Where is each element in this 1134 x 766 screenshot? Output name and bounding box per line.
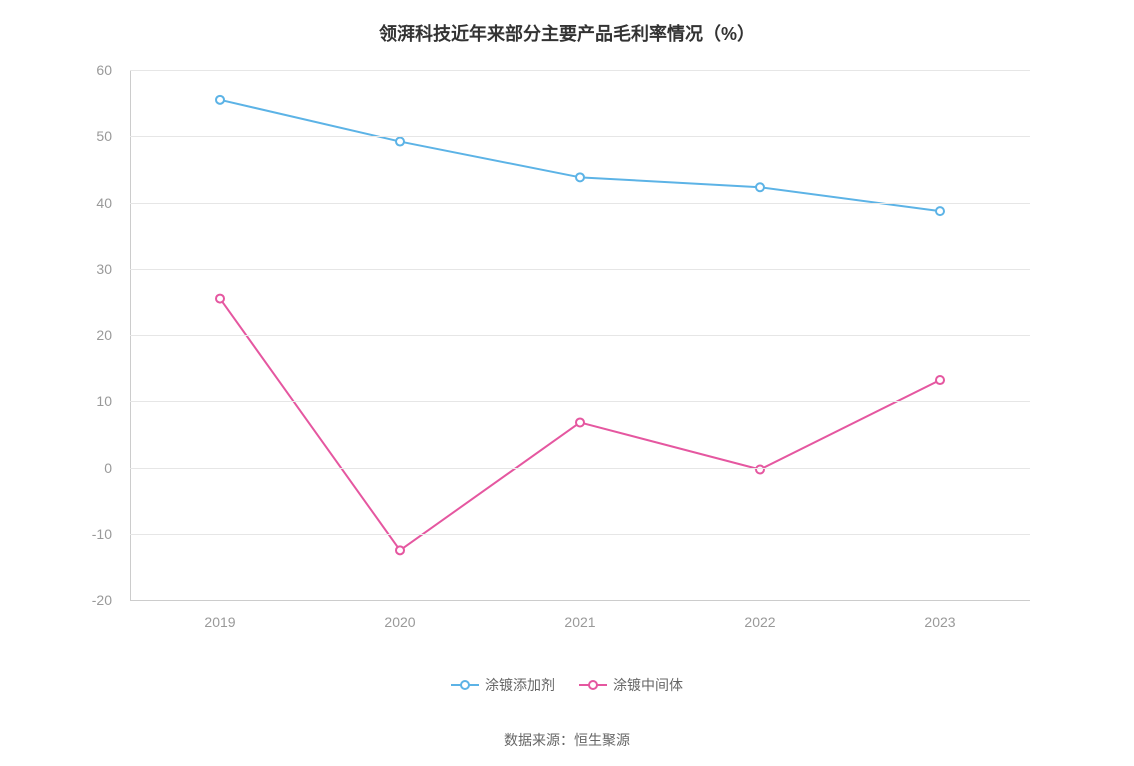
chart-title: 领湃科技近年来部分主要产品毛利率情况（%） [0,20,1134,46]
data-source: 数据来源：恒生聚源 [0,730,1134,750]
legend-marker-icon [451,678,479,692]
series-marker [396,546,404,554]
series-marker [216,295,224,303]
series-marker [936,207,944,215]
grid-line [130,203,1030,204]
x-axis-tick-label: 2022 [744,614,775,630]
legend-marker-icon [579,678,607,692]
series-marker [396,138,404,146]
plot-area: -20-10010203040506020192020202120222023 [130,70,1030,600]
grid-line [130,468,1030,469]
legend-label: 涂镀添加剂 [485,675,555,695]
grid-line [130,401,1030,402]
legend-label: 涂镀中间体 [613,675,683,695]
grid-line [130,269,1030,270]
series-marker [576,173,584,181]
x-axis-tick-label: 2021 [564,614,595,630]
y-axis-tick-label: -10 [92,526,112,542]
y-axis-tick-label: 20 [96,327,112,343]
grid-line [130,136,1030,137]
grid-line [130,335,1030,336]
grid-line [130,70,1030,71]
y-axis-tick-label: 0 [104,460,112,476]
legend-item[interactable]: 涂镀中间体 [579,675,683,695]
series-marker [576,418,584,426]
y-axis-tick-label: 50 [96,128,112,144]
x-axis-line [130,600,1030,601]
x-axis-tick-label: 2019 [204,614,235,630]
grid-line [130,534,1030,535]
x-axis-tick-label: 2023 [924,614,955,630]
series-line [220,100,940,211]
series-marker [756,183,764,191]
y-axis-tick-label: 40 [96,195,112,211]
y-axis-tick-label: 30 [96,261,112,277]
x-axis-tick-label: 2020 [384,614,415,630]
legend: 涂镀添加剂 涂镀中间体 [0,675,1134,695]
y-axis-tick-label: 10 [96,393,112,409]
legend-item[interactable]: 涂镀添加剂 [451,675,555,695]
y-axis-tick-label: 60 [96,62,112,78]
y-axis-tick-label: -20 [92,592,112,608]
series-marker [936,376,944,384]
chart-container: 领湃科技近年来部分主要产品毛利率情况（%） -20-10010203040506… [0,0,1134,766]
series-marker [216,96,224,104]
